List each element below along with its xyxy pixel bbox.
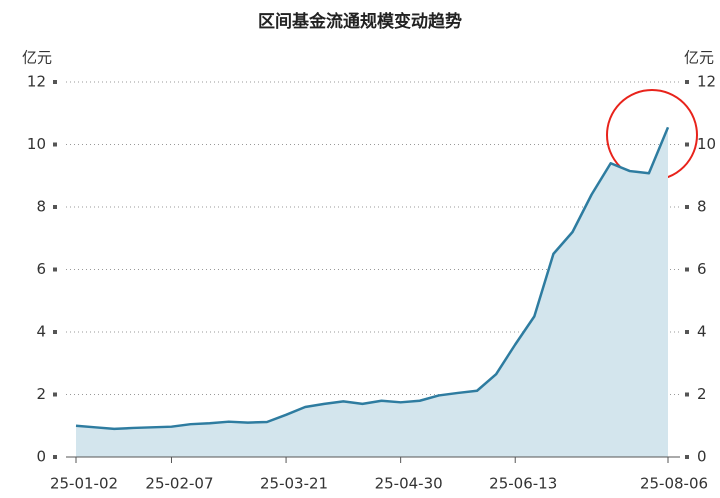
y-unit: 亿元	[22, 49, 52, 67]
y-tick-mark	[53, 205, 57, 209]
y-tick-label: 6	[36, 260, 46, 278]
y-tick-label: 8	[36, 198, 46, 216]
y-tick-label: 4	[36, 323, 46, 341]
y-tick-label: 10	[27, 135, 46, 153]
y-tick-mark	[53, 142, 57, 147]
y2-tick-label: 2	[697, 385, 707, 403]
y-tick-mark	[53, 392, 57, 397]
y2-tick-mark	[685, 455, 689, 459]
y-tick-label: 0	[36, 448, 46, 466]
line	[75, 126, 670, 431]
y2-tick-label: 8	[697, 198, 707, 216]
y-tick-mark	[53, 267, 57, 272]
y2-tick-label: 4	[697, 323, 707, 341]
y2-tick-mark	[685, 330, 689, 334]
x-tick-label: 25-02-07	[145, 475, 213, 493]
x-tick-label: 25-03-21	[260, 475, 328, 493]
y2-tick-mark	[685, 205, 689, 209]
y2-tick-label: 12	[697, 73, 716, 91]
y2-tick-label: 6	[697, 260, 707, 278]
y2-tick-mark	[685, 142, 689, 147]
y-tick-mark	[53, 330, 57, 334]
y-tick-mark	[53, 455, 57, 459]
y2-tick-label: 0	[697, 448, 707, 466]
x-tick-label: 25-08-06	[640, 475, 708, 493]
y2-unit: 亿元	[684, 49, 714, 67]
area-fill	[76, 127, 668, 457]
y2-tick-mark	[685, 392, 689, 397]
x-tick-label: 25-01-02	[50, 475, 118, 493]
y2-tick-mark	[685, 267, 689, 272]
y-tick-label: 2	[36, 385, 46, 403]
y2-tick-label: 10	[697, 135, 716, 153]
y-tick-mark	[53, 80, 57, 84]
x-tick-label: 25-06-13	[489, 475, 557, 493]
chart-title: 区间基金流通规模变动趋势	[258, 11, 462, 32]
y2-tick-mark	[685, 80, 689, 84]
y-tick-label: 12	[27, 73, 46, 91]
x-tick-label: 25-04-30	[375, 475, 443, 493]
